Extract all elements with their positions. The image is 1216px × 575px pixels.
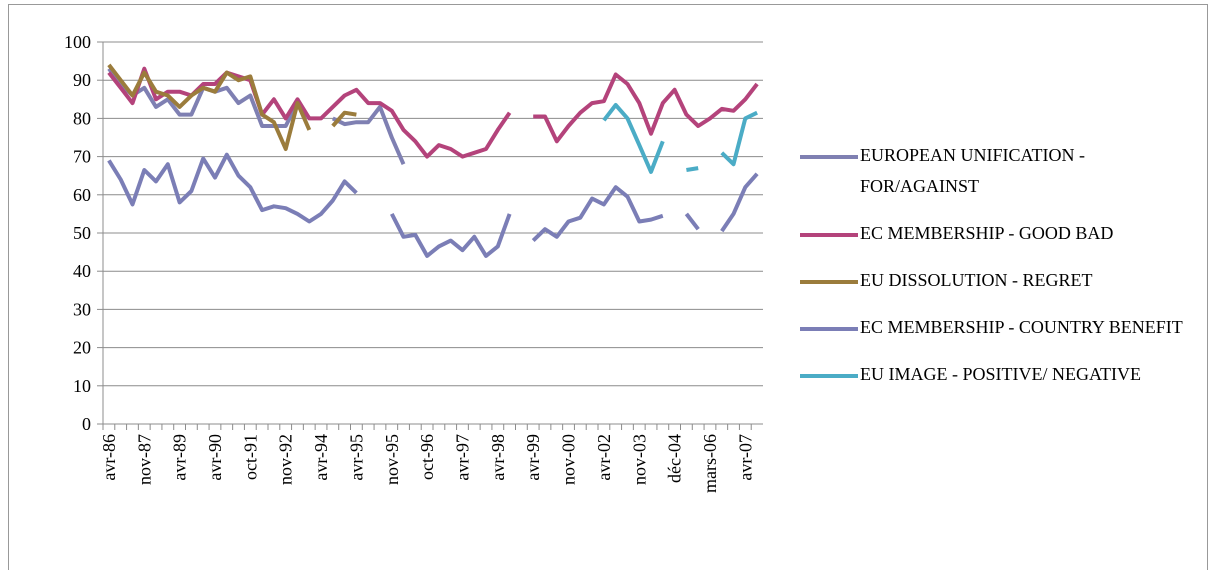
x-tick-label: avr-95 <box>346 434 366 481</box>
x-tick-label: avr-02 <box>594 434 614 481</box>
legend-item: EU DISSOLUTION - REGRET <box>800 265 1200 296</box>
legend-item: EC MEMBERSHIP - GOOD BAD <box>800 218 1200 249</box>
x-tick-label: avr-07 <box>735 434 755 481</box>
legend-label: EC MEMBERSHIP - COUNTRY BENEFIT <box>860 317 1183 337</box>
x-tick-label: déc-04 <box>665 434 685 483</box>
x-tick-label: avr-97 <box>452 434 472 481</box>
x-tick-label: oct-91 <box>240 434 260 480</box>
x-tick-label: avr-90 <box>205 434 225 481</box>
x-tick-label: avr-99 <box>523 434 543 481</box>
series-line <box>107 63 357 151</box>
x-tick-label: nov-95 <box>382 434 402 485</box>
legend-item: EUROPEAN UNIFICATION - FOR/AGAINST <box>800 140 1200 202</box>
y-tick-label: 60 <box>73 185 91 205</box>
y-tick-label: 50 <box>73 223 91 243</box>
legend-swatch <box>800 280 858 284</box>
y-tick-label: 40 <box>73 261 91 281</box>
series-line <box>602 103 758 174</box>
x-tick-label: avr-94 <box>311 434 331 481</box>
x-tick-label: nov-92 <box>276 434 296 485</box>
x-tick-label: nov-03 <box>629 434 649 485</box>
y-tick-label: 0 <box>82 414 91 434</box>
legend-label: EU DISSOLUTION - REGRET <box>860 270 1093 290</box>
legend-label: EUROPEAN UNIFICATION - FOR/AGAINST <box>860 145 1085 196</box>
legend-swatch <box>800 155 858 159</box>
x-tick-label: avr-89 <box>170 434 190 481</box>
series-line <box>107 66 759 159</box>
series-line <box>107 67 406 166</box>
legend-label: EU IMAGE - POSITIVE/ NEGATIVE <box>860 364 1141 384</box>
legend-item: EC MEMBERSHIP - COUNTRY BENEFIT <box>800 312 1200 343</box>
y-tick-label: 70 <box>73 147 91 167</box>
legend-swatch <box>800 327 858 331</box>
y-tick-label: 100 <box>64 32 91 52</box>
y-tick-label: 80 <box>73 108 91 128</box>
x-tick-label: nov-00 <box>559 434 579 485</box>
y-tick-label: 30 <box>73 299 91 319</box>
legend-swatch <box>800 233 858 237</box>
legend-label: EC MEMBERSHIP - GOOD BAD <box>860 223 1114 243</box>
x-tick-label: avr-86 <box>99 434 119 481</box>
x-tick-label: avr-98 <box>488 434 508 481</box>
x-tick-label: nov-87 <box>134 434 154 485</box>
series-line <box>107 152 759 258</box>
x-tick-label: oct-96 <box>417 434 437 480</box>
y-tick-label: 20 <box>73 338 91 358</box>
legend-swatch <box>800 374 858 378</box>
x-tick-label: mars-06 <box>700 434 720 493</box>
y-tick-label: 10 <box>73 376 91 396</box>
legend-item: EU IMAGE - POSITIVE/ NEGATIVE <box>800 359 1200 390</box>
legend: EUROPEAN UNIFICATION - FOR/AGAINST EC MEM… <box>800 140 1200 406</box>
y-tick-label: 90 <box>73 70 91 90</box>
